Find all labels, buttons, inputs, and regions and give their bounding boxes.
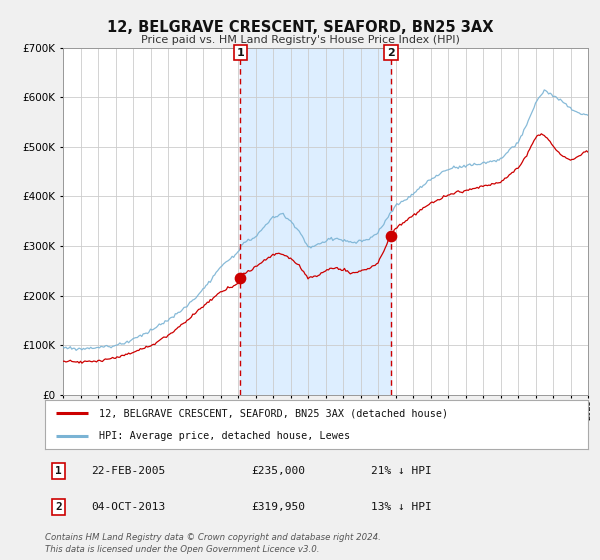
Text: 1: 1	[236, 48, 244, 58]
Text: 13% ↓ HPI: 13% ↓ HPI	[371, 502, 431, 512]
Text: 22-FEB-2005: 22-FEB-2005	[91, 466, 166, 476]
Text: 2: 2	[55, 502, 62, 512]
Text: HPI: Average price, detached house, Lewes: HPI: Average price, detached house, Lewe…	[100, 431, 350, 441]
Text: 12, BELGRAVE CRESCENT, SEAFORD, BN25 3AX (detached house): 12, BELGRAVE CRESCENT, SEAFORD, BN25 3AX…	[100, 409, 448, 419]
Text: Contains HM Land Registry data © Crown copyright and database right 2024.: Contains HM Land Registry data © Crown c…	[45, 533, 381, 542]
Bar	[240, 48, 391, 395]
Text: 1: 1	[55, 466, 62, 476]
Text: £235,000: £235,000	[251, 466, 305, 476]
Point	[386, 232, 396, 241]
Text: 21% ↓ HPI: 21% ↓ HPI	[371, 466, 431, 476]
Text: 12, BELGRAVE CRESCENT, SEAFORD, BN25 3AX: 12, BELGRAVE CRESCENT, SEAFORD, BN25 3AX	[107, 20, 493, 35]
Text: This data is licensed under the Open Government Licence v3.0.: This data is licensed under the Open Gov…	[45, 545, 320, 554]
Text: 04-OCT-2013: 04-OCT-2013	[91, 502, 166, 512]
Point	[235, 274, 245, 283]
Text: 2: 2	[387, 48, 395, 58]
Text: £319,950: £319,950	[251, 502, 305, 512]
Text: Price paid vs. HM Land Registry's House Price Index (HPI): Price paid vs. HM Land Registry's House …	[140, 35, 460, 45]
